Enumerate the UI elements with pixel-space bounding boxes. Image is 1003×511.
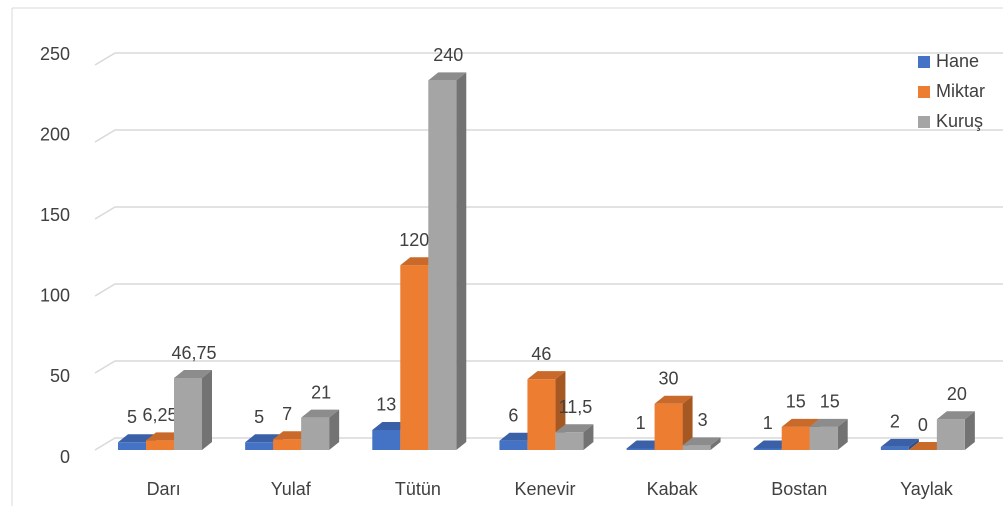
data-label: 13 [376, 395, 396, 415]
bar-side [202, 370, 212, 450]
bar [245, 442, 274, 450]
bar [118, 442, 146, 450]
x-tick-label: Bostan [771, 479, 827, 499]
bar [372, 429, 401, 450]
data-label: 15 [820, 392, 840, 412]
grid-line [94, 360, 1003, 374]
data-label: 6 [508, 406, 518, 426]
x-tick-label: Tütün [395, 479, 441, 499]
bar-side [682, 395, 693, 450]
bar [654, 403, 683, 450]
data-label: 1 [763, 413, 773, 433]
data-label: 30 [659, 369, 679, 389]
bar [626, 448, 655, 450]
bar-top [880, 438, 919, 447]
bar-top [781, 418, 820, 427]
x-tick-label: Kenevir [514, 479, 575, 499]
bar [682, 445, 711, 450]
x-tick-label: Darı [147, 479, 181, 499]
bar-side [908, 438, 919, 450]
grid-line [94, 206, 1003, 220]
legend-label: Kuruş [936, 111, 983, 131]
bar [555, 432, 584, 450]
bar-top [555, 424, 594, 433]
y-tick-label: 0 [60, 447, 70, 467]
bar [753, 448, 782, 450]
bar-side [456, 72, 467, 451]
bar [301, 417, 330, 450]
data-label: 21 [311, 382, 331, 402]
legend-swatch [918, 116, 930, 128]
bar-top [936, 411, 975, 420]
bar [146, 440, 174, 450]
bar [781, 426, 810, 450]
grid-line [94, 52, 1003, 66]
bar [527, 379, 556, 450]
data-label: 3 [698, 410, 708, 430]
y-tick-label: 200 [40, 124, 70, 144]
data-label: 20 [947, 384, 967, 404]
y-tick-label: 100 [40, 286, 70, 306]
data-label: 5 [254, 407, 264, 427]
bar [273, 439, 302, 450]
data-label: 0 [918, 415, 928, 435]
legend-swatch [918, 86, 930, 98]
bar-top [654, 395, 693, 404]
bar-side [710, 437, 721, 450]
y-tick-label: 150 [40, 205, 70, 225]
bar-top [809, 418, 848, 427]
grid-line [94, 283, 1003, 297]
data-label: 11,5 [559, 397, 593, 417]
y-tick-label: 250 [40, 44, 70, 64]
bar-side [583, 424, 594, 450]
bar-side [329, 409, 340, 450]
bar [499, 440, 528, 450]
data-label: 5 [127, 407, 137, 427]
data-label: 6,25 [142, 405, 177, 425]
x-tick-label: Yulaf [271, 479, 312, 499]
data-label: 2 [890, 412, 900, 432]
bar [936, 419, 965, 450]
data-label: 46 [531, 344, 551, 364]
bar [880, 446, 909, 450]
y-tick-label: 50 [50, 366, 70, 386]
x-tick-label: Yaylak [900, 479, 954, 499]
legend-label: Miktar [936, 81, 985, 101]
bar [400, 265, 429, 450]
bar [809, 426, 838, 450]
data-label: 7 [282, 404, 292, 424]
data-label: 240 [433, 45, 463, 65]
bar-side [964, 411, 975, 450]
bar-top [527, 371, 566, 380]
bar [174, 378, 202, 450]
bar-top [301, 409, 340, 418]
bar [428, 80, 457, 451]
legend-label: Hane [936, 51, 979, 71]
bar-top [682, 437, 721, 446]
bar-side [837, 418, 848, 450]
data-label: 46,75 [171, 343, 216, 363]
data-label: 15 [786, 392, 806, 412]
data-label: 120 [399, 230, 429, 250]
x-tick-label: Kabak [647, 479, 699, 499]
bar-top [174, 370, 212, 379]
legend-swatch [918, 56, 930, 68]
bar-top [428, 72, 467, 81]
grid-line [94, 129, 1003, 143]
data-label: 1 [636, 413, 646, 433]
